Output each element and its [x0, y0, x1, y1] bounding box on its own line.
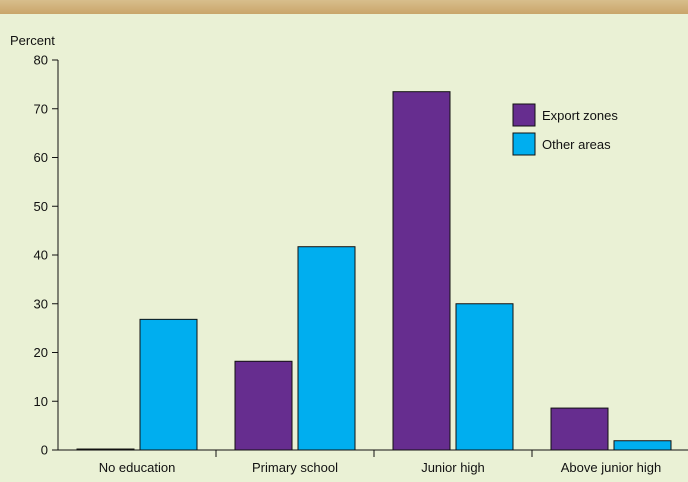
- bar-other-areas: [613, 440, 672, 451]
- y-axis: 0 10 20 30 40 50 60 70 80: [34, 53, 59, 458]
- legend: Export zones Other areas: [512, 103, 618, 156]
- legend-label: Other areas: [542, 137, 611, 152]
- x-category-label: Above junior high: [561, 460, 661, 475]
- legend-swatch: [512, 132, 536, 156]
- x-category-label: Primary school: [252, 460, 338, 475]
- bar-export-zones: [234, 360, 293, 451]
- y-tick-label: 30: [34, 296, 48, 311]
- x-category-label: Junior high: [421, 460, 485, 475]
- y-axis-title: Percent: [10, 33, 55, 48]
- y-tick-label: 60: [34, 150, 48, 165]
- bar-other-areas: [455, 303, 514, 451]
- bar-other-areas: [139, 318, 198, 451]
- y-tick-label: 0: [41, 443, 48, 458]
- bar-export-zones: [550, 407, 609, 451]
- bar-export-zones: [392, 91, 451, 451]
- y-tick-label: 10: [34, 394, 48, 409]
- x-axis: No education Primary school Junior high Abo…: [58, 449, 688, 475]
- legend-label: Export zones: [542, 108, 618, 123]
- y-tick-label: 20: [34, 345, 48, 360]
- top-banner-strip: [0, 0, 688, 14]
- x-category-label: No education: [99, 460, 176, 475]
- y-tick-label: 80: [34, 53, 48, 68]
- y-tick-label: 50: [34, 199, 48, 214]
- legend-swatch: [512, 103, 536, 127]
- bar-export-zones: [76, 448, 135, 451]
- bars: [76, 91, 672, 451]
- y-tick-label: 40: [34, 248, 48, 263]
- y-tick-label: 70: [34, 101, 48, 116]
- bar-other-areas: [297, 246, 356, 451]
